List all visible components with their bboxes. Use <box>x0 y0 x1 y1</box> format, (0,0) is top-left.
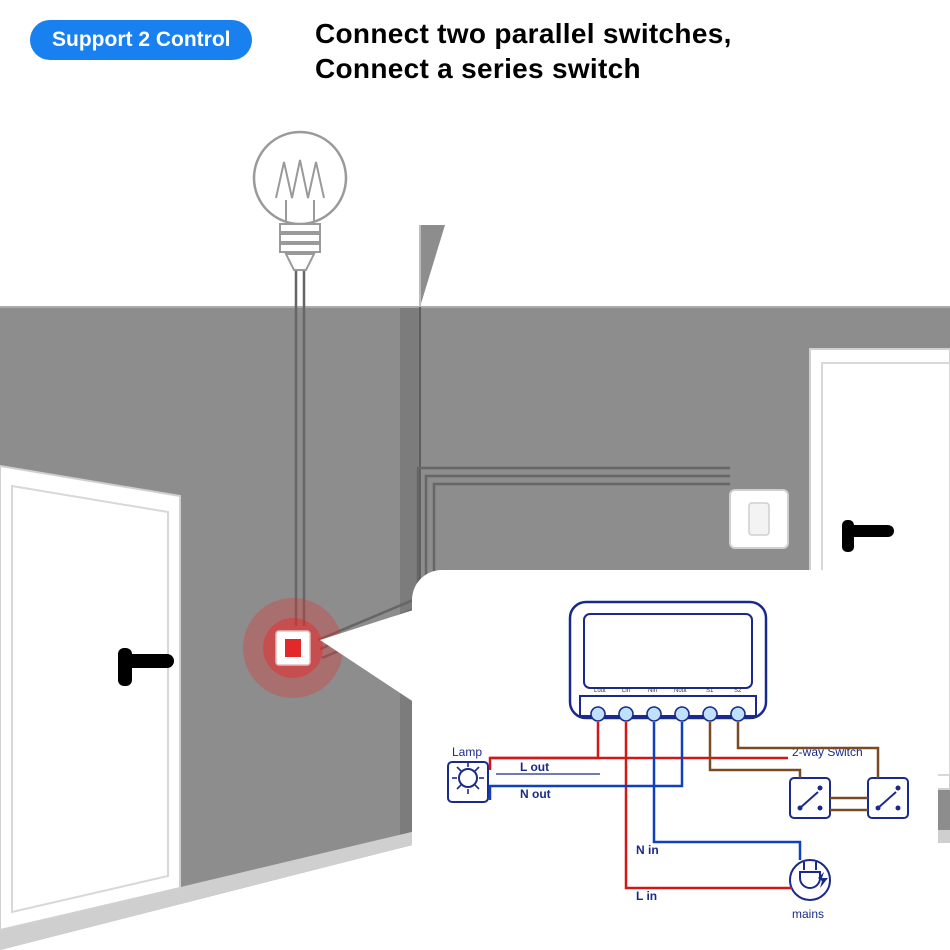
lout-label: L out <box>520 760 549 774</box>
door-left <box>0 466 180 930</box>
wiring-diagram-callout: Lout Lin Nin Nout S1 S2 Lamp <box>412 570 938 938</box>
wall-switch-secondary <box>730 490 788 548</box>
mains-icon: mains <box>790 860 830 921</box>
two-way-switch-icon <box>868 778 908 818</box>
terminal-label: Nout <box>674 688 687 694</box>
lamp-icon: Lamp <box>448 745 488 802</box>
light-bulb-icon <box>254 132 346 270</box>
two-way-switch-icon <box>790 778 830 818</box>
svg-text:Lamp: Lamp <box>452 745 482 759</box>
terminal-label: Lout <box>594 688 606 694</box>
lin-label: L in <box>636 889 657 903</box>
smart-module-icon: Lout Lin Nin Nout S1 S2 <box>570 602 766 721</box>
terminal-label: Nin <box>648 688 657 694</box>
terminal-label: Lin <box>622 688 630 694</box>
svg-text:mains: mains <box>792 907 824 921</box>
nin-label: N in <box>636 843 659 857</box>
terminal-label: S1 <box>706 688 714 694</box>
room-illustration: Lout Lin Nin Nout S1 S2 Lamp <box>0 0 950 950</box>
terminal-label: S2 <box>734 688 742 694</box>
nout-label: N out <box>520 787 551 801</box>
wall-switch-primary-highlight <box>243 598 343 698</box>
